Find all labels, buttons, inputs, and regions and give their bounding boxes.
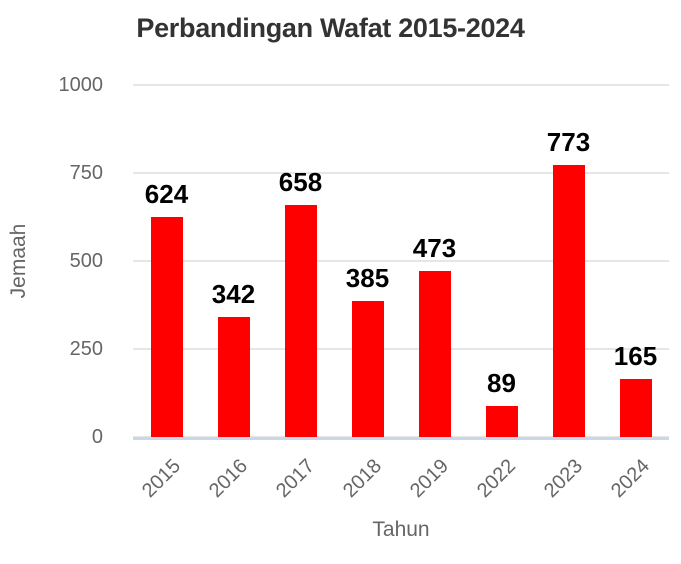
x-tick-label: 2015 — [138, 455, 186, 503]
y-tick-label: 250 — [69, 338, 103, 360]
bar-2018[interactable] — [351, 301, 384, 437]
chart-title: Perbandingan Wafat 2015-2024 — [136, 13, 525, 43]
bar-2015[interactable] — [150, 217, 183, 437]
x-tick-label: 2023 — [540, 455, 588, 503]
bar-2016[interactable] — [217, 316, 250, 437]
gridline — [133, 84, 669, 86]
data-label: 342 — [211, 278, 256, 309]
data-label: 385 — [345, 263, 390, 294]
data-label: 624 — [144, 179, 189, 210]
bar-2023[interactable] — [552, 164, 585, 437]
y-tick-label: 500 — [69, 250, 103, 272]
x-tick-label: 2022 — [473, 455, 521, 503]
bar-2019[interactable] — [418, 270, 451, 437]
gridline — [133, 172, 669, 174]
y-tick-label: 1000 — [58, 74, 104, 96]
plot-area: 624 342 658 385 473 89 773 165 — [133, 84, 669, 440]
gridline — [133, 260, 669, 262]
gridline — [133, 436, 669, 438]
x-axis-line — [133, 437, 669, 440]
x-axis-labels: 2015 2016 2017 2018 2019 2022 2023 2024 — [133, 440, 669, 520]
x-tick-label: 2024 — [607, 455, 655, 503]
y-tick-label: 750 — [69, 162, 103, 184]
data-label: 773 — [546, 126, 591, 157]
data-label: 473 — [412, 232, 457, 263]
data-label: 89 — [487, 367, 516, 398]
bar-2022[interactable] — [485, 405, 518, 437]
bar-2024[interactable] — [619, 378, 652, 437]
x-tick-label: 2016 — [205, 455, 253, 503]
data-label: 658 — [278, 167, 323, 198]
data-label: 165 — [613, 340, 658, 371]
x-axis-title: Tahun — [372, 518, 430, 541]
x-tick-label: 2019 — [406, 455, 454, 503]
gridline — [133, 348, 669, 350]
bar-2017[interactable] — [284, 205, 317, 437]
x-tick-label: 2017 — [272, 455, 320, 503]
y-tick-label: 0 — [91, 426, 103, 448]
x-tick-label: 2018 — [339, 455, 387, 503]
